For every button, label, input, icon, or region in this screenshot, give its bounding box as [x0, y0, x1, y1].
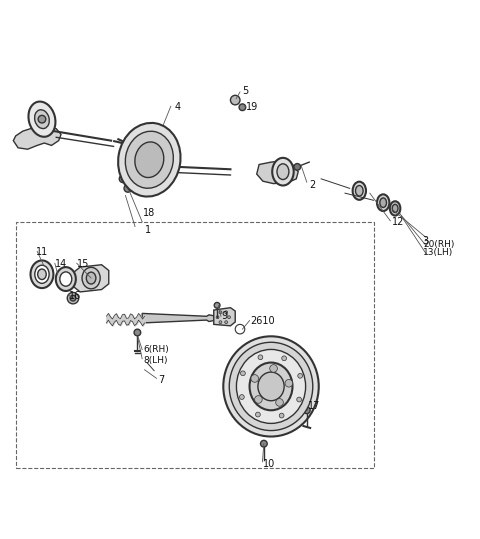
Text: 16: 16 [69, 291, 82, 301]
Circle shape [261, 440, 267, 447]
Circle shape [38, 115, 46, 123]
Ellipse shape [35, 110, 49, 129]
Circle shape [239, 104, 246, 110]
Circle shape [124, 184, 132, 192]
Text: 14: 14 [55, 259, 67, 269]
Ellipse shape [390, 201, 400, 216]
Text: 18: 18 [143, 208, 156, 218]
Polygon shape [142, 126, 171, 137]
Circle shape [67, 292, 79, 304]
Text: 12: 12 [392, 217, 404, 227]
Ellipse shape [56, 267, 76, 291]
Circle shape [258, 355, 263, 360]
Text: 5: 5 [242, 86, 249, 96]
Text: 11: 11 [36, 247, 48, 257]
Polygon shape [257, 161, 298, 184]
Text: 13(LH): 13(LH) [423, 248, 454, 257]
Text: 7: 7 [158, 375, 164, 385]
Text: 6(RH): 6(RH) [144, 345, 169, 354]
Circle shape [297, 397, 301, 402]
Ellipse shape [118, 123, 180, 197]
Circle shape [150, 127, 158, 135]
Circle shape [240, 371, 245, 376]
Circle shape [255, 412, 260, 417]
Text: 19: 19 [246, 102, 258, 112]
Circle shape [240, 395, 244, 399]
Polygon shape [13, 126, 61, 149]
Text: 2: 2 [309, 179, 315, 190]
Circle shape [219, 321, 222, 323]
Circle shape [254, 396, 262, 403]
Ellipse shape [392, 204, 398, 212]
Polygon shape [73, 265, 109, 292]
Ellipse shape [35, 265, 49, 284]
Circle shape [225, 321, 228, 323]
Text: 20(RH): 20(RH) [423, 240, 455, 248]
Circle shape [298, 374, 302, 378]
Circle shape [270, 365, 277, 372]
Ellipse shape [135, 142, 164, 177]
Text: 17: 17 [308, 400, 321, 411]
Ellipse shape [237, 349, 306, 424]
Ellipse shape [277, 164, 289, 179]
Circle shape [228, 316, 230, 319]
Ellipse shape [258, 372, 284, 400]
Ellipse shape [353, 182, 366, 200]
Polygon shape [142, 313, 214, 323]
Circle shape [219, 311, 222, 314]
Circle shape [294, 163, 300, 170]
Ellipse shape [82, 267, 100, 289]
Circle shape [70, 295, 76, 301]
Ellipse shape [229, 342, 313, 431]
Circle shape [230, 95, 240, 105]
Ellipse shape [223, 336, 319, 437]
Circle shape [279, 413, 284, 418]
Ellipse shape [28, 101, 56, 137]
Text: 8(LH): 8(LH) [144, 356, 168, 365]
Polygon shape [214, 308, 235, 326]
Text: 9: 9 [222, 311, 228, 321]
Text: 3: 3 [422, 236, 429, 246]
Ellipse shape [272, 158, 294, 185]
Ellipse shape [356, 185, 363, 196]
Circle shape [216, 316, 219, 319]
Bar [16, 222, 373, 467]
Text: 10: 10 [263, 459, 275, 469]
Ellipse shape [86, 272, 96, 284]
Ellipse shape [31, 260, 53, 288]
Circle shape [276, 399, 283, 406]
Circle shape [285, 379, 293, 387]
Ellipse shape [250, 363, 292, 410]
Ellipse shape [377, 195, 389, 211]
Circle shape [225, 311, 228, 314]
Ellipse shape [60, 272, 72, 286]
Circle shape [282, 356, 287, 361]
Text: 4: 4 [174, 102, 180, 112]
Circle shape [134, 329, 141, 336]
Circle shape [214, 302, 220, 308]
Circle shape [119, 175, 127, 183]
Text: 1: 1 [144, 225, 151, 235]
Ellipse shape [37, 269, 46, 280]
Circle shape [251, 375, 259, 382]
Text: 15: 15 [77, 259, 89, 269]
Circle shape [303, 407, 310, 413]
Ellipse shape [125, 131, 173, 188]
Text: 2610: 2610 [251, 316, 275, 326]
Ellipse shape [380, 198, 386, 208]
